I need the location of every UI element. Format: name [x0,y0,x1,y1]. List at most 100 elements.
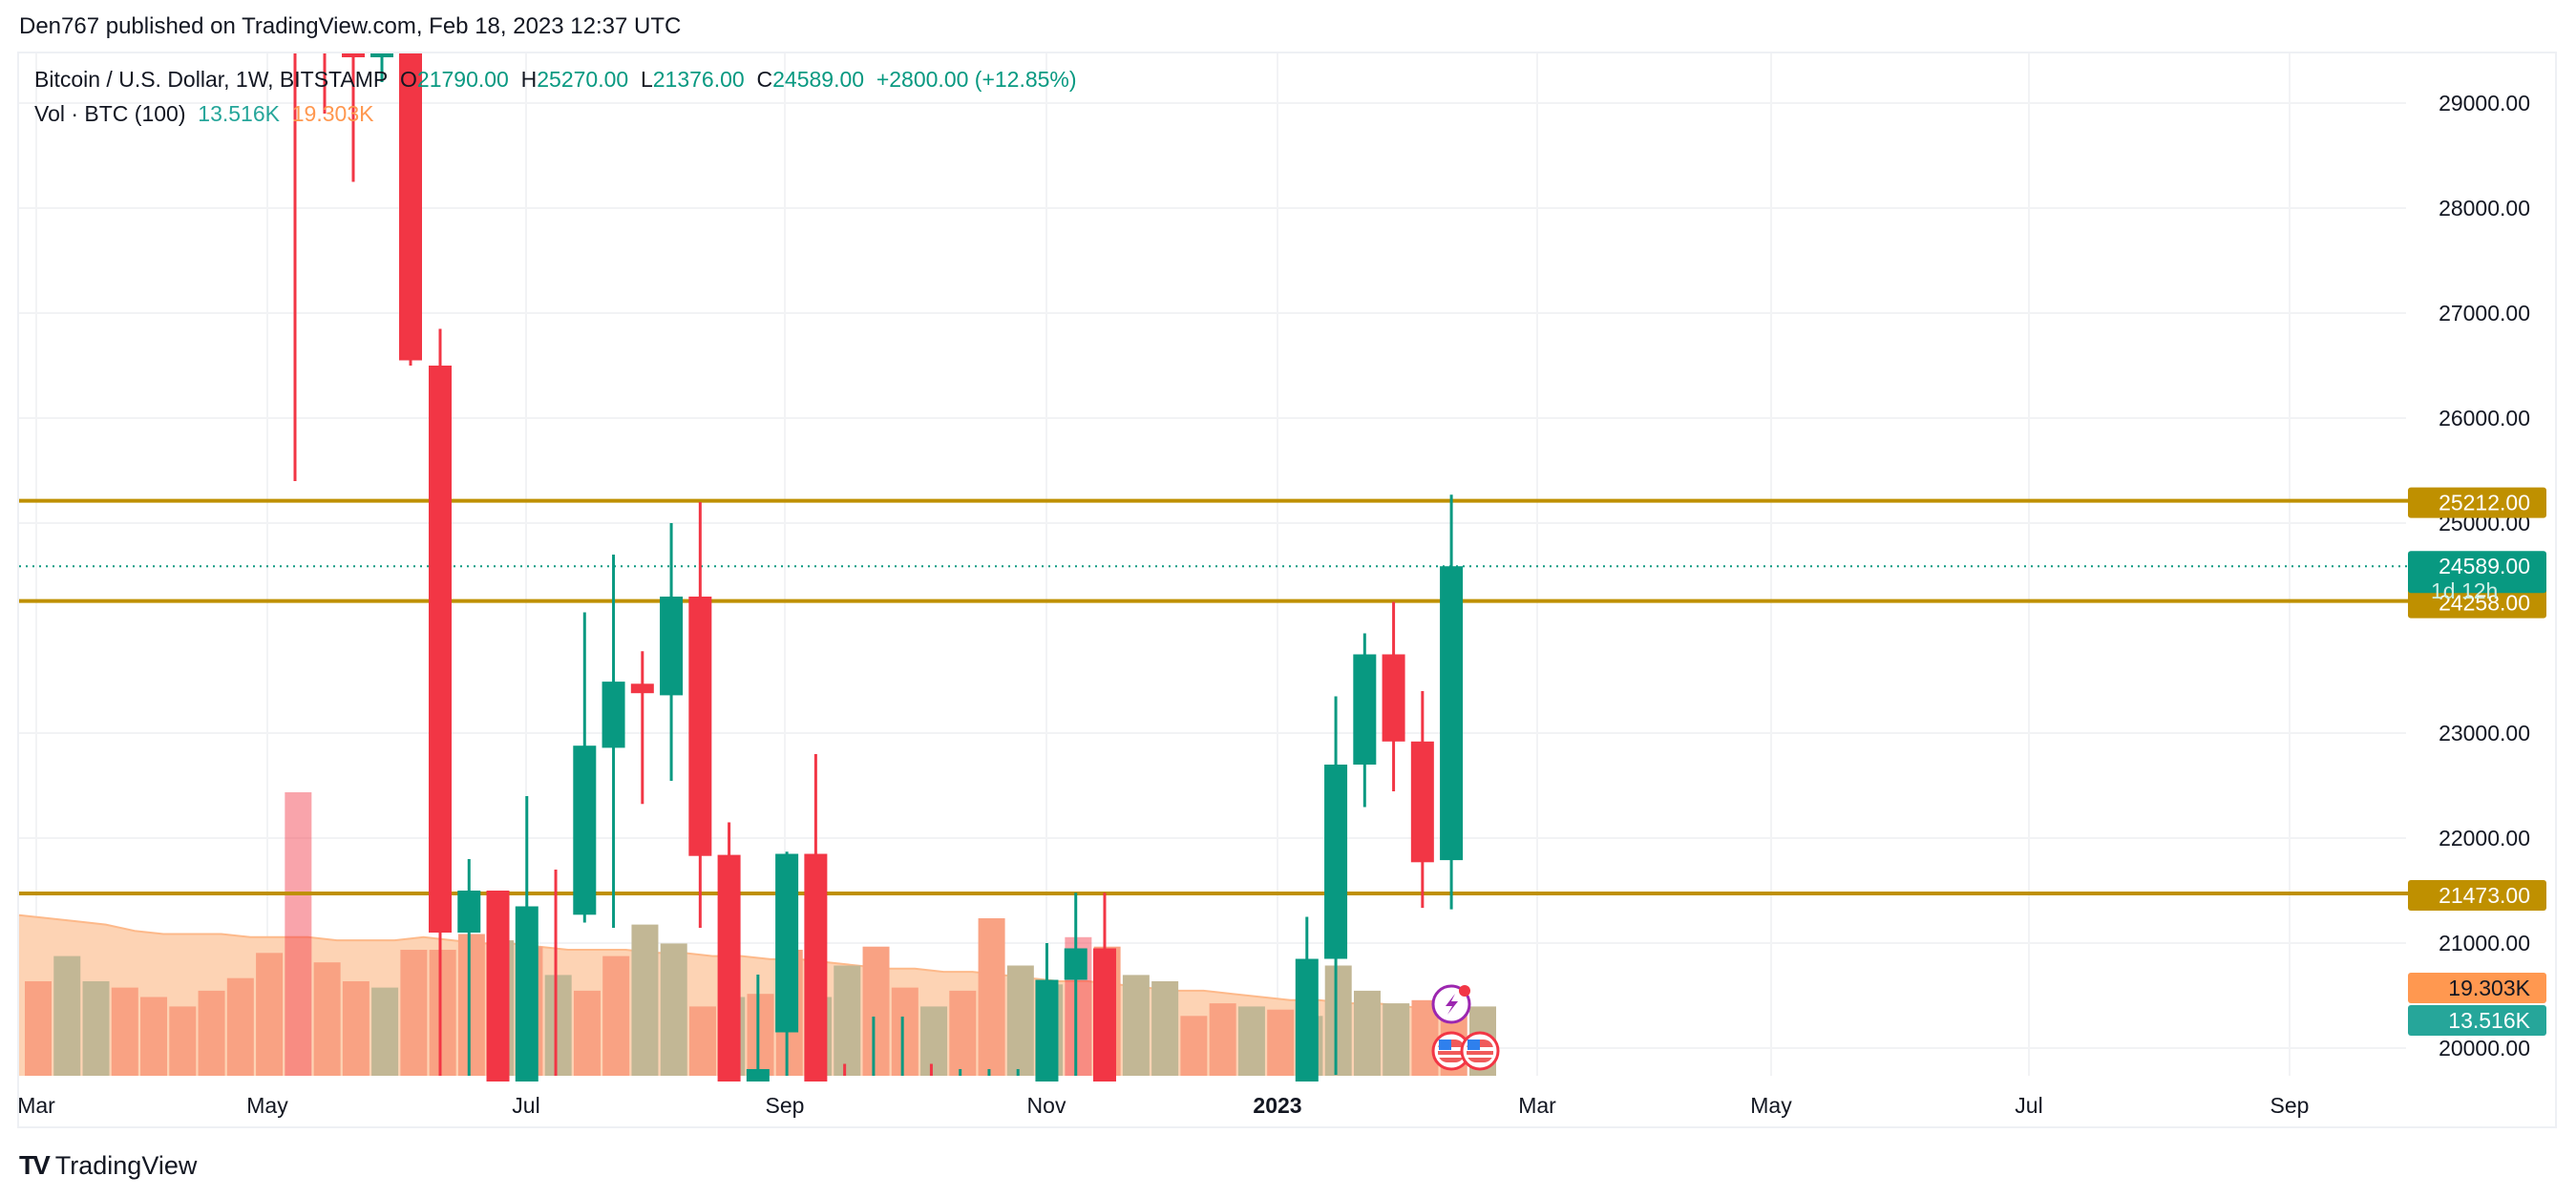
candle-body [1092,948,1116,1082]
volume-ma-line [18,914,1464,1011]
volume-bar [25,981,52,1076]
price-tick-label: 23000.00 [2439,721,2530,746]
open-label: O [400,67,417,92]
volume-bar [198,990,225,1076]
candle-body [486,891,510,1082]
volume-bars [25,792,1496,1076]
high-value: 25270.00 [537,67,629,92]
us-flag-event-icon[interactable] [1431,1031,1471,1071]
candle-body [1382,654,1405,742]
high-label: H [520,67,538,92]
level-price-tag: 25212.00 [2408,487,2546,518]
candle-body [630,683,654,694]
volume-bar [920,1006,948,1076]
close-value: 24589.00 [772,67,865,92]
candle-body [602,682,625,748]
candle-body [429,366,452,933]
time-tick-label: May [246,1093,288,1118]
time-tick-label: Jul [512,1093,539,1118]
svg-text:21473.00: 21473.00 [2439,883,2530,908]
volume-bar [371,987,399,1076]
volume-bar [226,977,254,1076]
volume-bar [111,987,138,1076]
volume-bar [1151,981,1179,1076]
volume-bar [313,962,341,1076]
candle-body [342,53,365,57]
candle-body [688,597,712,856]
us-flag-event-icon[interactable] [1460,1031,1500,1071]
price-tick-label: 28000.00 [2439,196,2530,220]
candle-body [573,746,597,915]
volume-bar [1383,1003,1410,1076]
volume-bar [602,956,630,1076]
price-tick-label: 29000.00 [2439,91,2530,116]
time-tick-label: 2023 [1253,1093,1301,1118]
volume-bar [747,994,774,1076]
time-tick-label: Sep [766,1093,805,1118]
event-markers[interactable] [1431,984,1500,1071]
symbol-name[interactable]: Bitcoin / U.S. Dollar, 1W, BITSTAMP [34,67,389,92]
level-price-tag: 24258.00 [2408,587,2546,619]
tradingview-logo-icon: TV [19,1150,51,1180]
chart-frame [17,52,2557,1128]
tradingview-logo[interactable]: TV TradingView [19,1150,197,1181]
volume-bar [1180,1016,1208,1076]
candle-body [515,906,538,1082]
volume-bar [1237,1006,1265,1076]
volume-bar [1324,965,1352,1076]
volume-ma-value: 19.303K [291,101,374,126]
volume-legend: Vol · BTC (100) 13.516K 19.303K [34,101,373,127]
svg-text:13.516K: 13.516K [2448,1008,2530,1033]
time-axis[interactable]: Mar May Jul Sep Nov 2023 Mar May Jul Sep [17,1093,2309,1118]
volume-bar [1122,975,1150,1076]
candle-body [1353,654,1377,765]
change-value: +2800.00 (+12.85%) [876,67,1077,92]
candle-body [1440,566,1464,861]
volume-bar [544,975,572,1076]
candle-body [399,53,422,361]
volume-bar [1267,1009,1295,1076]
brand-name: TradingView [54,1150,198,1180]
price-tick-label: 26000.00 [2439,406,2530,430]
candle-body [775,853,799,1033]
candle-body [1324,765,1348,959]
time-tick-label: May [1750,1093,1792,1118]
volume-indicator-name[interactable]: Vol · BTC (100) [34,101,186,126]
svg-text:24258.00: 24258.00 [2439,591,2530,616]
candle-body [1410,741,1434,863]
volume-bar [1209,1003,1236,1076]
volume-bar [949,990,977,1076]
candles[interactable] [293,53,1464,1082]
volume-bar [573,990,601,1076]
volume-tag: 13.516K [2408,1005,2546,1036]
volume-bar [140,997,168,1076]
candle-body [457,891,481,933]
volume-bar [400,950,428,1076]
candle-body [804,853,828,1082]
svg-text:25212.00: 25212.00 [2439,491,2530,515]
volume-bar [82,981,110,1076]
volume-bar [631,924,659,1076]
volume-bar [834,965,861,1076]
price-tick-label: 22000.00 [2439,826,2530,850]
low-label: L [640,67,653,92]
volume-bar [862,946,890,1076]
volume-bar [1353,990,1381,1076]
volume-value: 13.516K [198,101,280,126]
volume-bar [978,918,1005,1076]
svg-text:19.303K: 19.303K [2448,976,2530,1000]
candle-body [717,854,741,1082]
volume-bar [285,792,312,1076]
svg-text:24589.00: 24589.00 [2439,554,2530,578]
lightning-event-icon[interactable] [1431,984,1471,1024]
price-axis[interactable]: 29000.0028000.0027000.0026000.0025000.00… [2408,91,2546,1060]
volume-bar [688,1006,716,1076]
candle-body [1035,979,1059,1082]
candle-body [746,1069,770,1082]
close-label: C [756,67,773,92]
candle-body [1295,958,1319,1082]
time-tick-label: Nov [1027,1093,1066,1118]
volume-bar [429,950,456,1076]
candle-body [660,597,684,696]
